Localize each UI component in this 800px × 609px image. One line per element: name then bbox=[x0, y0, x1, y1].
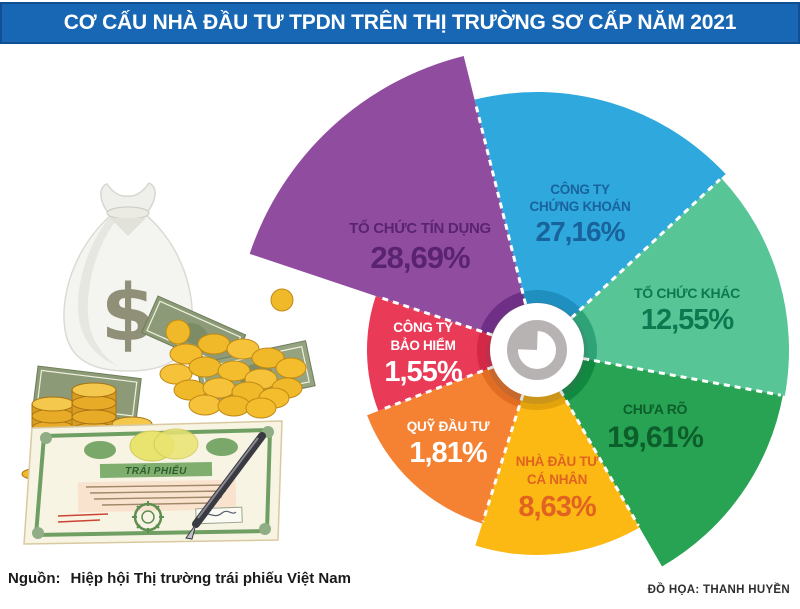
segment-value: 8,63% bbox=[518, 491, 596, 523]
source-text: Hiệp hội Thị trường trái phiếu Việt Nam bbox=[70, 570, 351, 587]
segment-divider bbox=[553, 380, 640, 527]
segment-divider bbox=[377, 295, 504, 340]
segment-cong-ty-bao-hiem bbox=[367, 296, 537, 411]
segment-label: CÔNG TY bbox=[550, 182, 610, 197]
segment-divider bbox=[473, 101, 530, 316]
seal-icon bbox=[132, 501, 164, 533]
bond-certificate-icon: TRÁI PHIẾU bbox=[23, 420, 283, 545]
segment-value: 1,81% bbox=[409, 437, 487, 469]
segment-divider bbox=[572, 355, 782, 397]
segment-divider bbox=[379, 361, 504, 412]
segment-label: TỔ CHỨC TÍN DỤNG bbox=[349, 219, 491, 237]
segment-label: CÁ NHÂN bbox=[527, 472, 587, 487]
segment-divider bbox=[481, 383, 528, 523]
segment-label: NHÀ ĐẦU TƯ bbox=[516, 454, 600, 469]
segment-inner-band-chua-ro bbox=[556, 356, 596, 402]
segment-value: 19,61% bbox=[607, 421, 703, 454]
segment-label: QUỸ ĐẦU TƯ bbox=[407, 419, 491, 434]
pen-icon bbox=[185, 432, 266, 540]
money-illustration: $ bbox=[21, 182, 316, 545]
segment-value: 12,55% bbox=[641, 304, 735, 336]
segment-value: 27,16% bbox=[536, 216, 626, 247]
page-title: CƠ CẤU NHÀ ĐẦU TƯ TPDN TRÊN THỊ TRƯỜNG S… bbox=[63, 11, 737, 34]
pie-glyph-wedge bbox=[517, 329, 538, 350]
certificate-red-text bbox=[57, 513, 109, 523]
segment-cong-ty-chung-khoan bbox=[474, 91, 726, 350]
segment-label: CHỨNG KHOÁN bbox=[530, 199, 631, 214]
segment-to-chuc-khac bbox=[537, 178, 789, 396]
source-label: Nguồn: bbox=[8, 570, 61, 587]
segment-to-chuc-tin-dung bbox=[249, 56, 537, 350]
certificate-title: TRÁI PHIẾU bbox=[125, 464, 187, 477]
segment-inner-band-to-chuc-tin-dung bbox=[480, 291, 528, 338]
segment-label: TỔ CHỨC KHÁC bbox=[634, 284, 740, 301]
segment-value: 28,69% bbox=[370, 240, 470, 275]
title-banner: CƠ CẤU NHÀ ĐẦU TƯ TPDN TRÊN THỊ TRƯỜNG S… bbox=[0, 2, 800, 44]
dollar-sign: $ bbox=[101, 269, 155, 359]
credit-note: ĐỒ HỌA: THANH HUYỀN bbox=[647, 584, 790, 596]
segment-label: CÔNG TY bbox=[393, 320, 453, 335]
segment-chua-ro bbox=[537, 350, 783, 567]
certificate-text-lines bbox=[85, 484, 231, 506]
segment-divider bbox=[562, 178, 721, 327]
segment-label: BẢO HIỂM bbox=[390, 338, 455, 353]
segment-value: 1,55% bbox=[384, 356, 462, 388]
source-note: Nguồn: Hiệp hội Thị trường trái phiếu Việ… bbox=[8, 570, 351, 587]
segment-inner-band-quy-dau-tu bbox=[480, 363, 526, 408]
segment-nha-dau-tu-ca-nhan bbox=[475, 350, 640, 555]
segment-label: CHƯA RÕ bbox=[623, 400, 688, 417]
investor-pie-chart: CÔNG TY CHỨNG KHOÁN 27,16% TỔ CHỨC KHÁC 12,5… bbox=[249, 56, 789, 567]
pie-glyph-ring bbox=[507, 320, 567, 380]
coin-pile-icon bbox=[159, 288, 307, 419]
